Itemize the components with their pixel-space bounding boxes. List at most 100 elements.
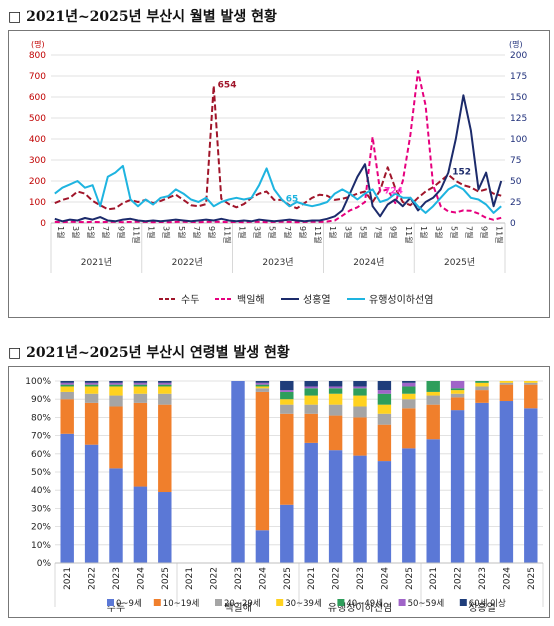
bar-segment — [377, 393, 392, 405]
bar-segment — [109, 386, 123, 396]
bar-segment — [304, 404, 318, 414]
bar-segment — [280, 390, 294, 392]
bar-segment — [499, 381, 514, 383]
y-tick: 70% — [31, 432, 51, 442]
x-tick-month: 11월 — [222, 226, 232, 244]
x-tick-year: 2024 — [502, 567, 512, 590]
bar-segment — [60, 391, 74, 400]
bar-segment — [450, 381, 465, 389]
bar-segment — [450, 393, 465, 398]
monthly-line-chart: 0 100 200 300 400 500 600 700 800 0 25 50 75 100 125 15… — [29, 39, 528, 306]
bar-segment — [255, 382, 270, 385]
bar-segment — [231, 381, 245, 563]
bar-segment — [133, 381, 148, 383]
x-tick-month: 1월 — [419, 226, 429, 238]
bar-segment — [255, 388, 270, 392]
x-tick-month: 7월 — [283, 226, 293, 238]
legend-label: 수두 — [181, 294, 199, 306]
x-tick-month: 11월 — [131, 226, 141, 244]
bar-segment — [475, 381, 489, 383]
bar-segment — [353, 386, 367, 389]
x-tick-year: 2023 — [234, 567, 244, 590]
bar-segment — [84, 382, 99, 385]
x-tick-month: 3월 — [253, 226, 263, 238]
bar-segment — [353, 388, 367, 396]
bar-segment — [328, 388, 343, 394]
bar-segment — [158, 384, 172, 387]
bar-segment — [450, 410, 465, 563]
bar-segment — [426, 439, 440, 563]
x-tick-month: 1월 — [328, 226, 338, 238]
bar-segment — [450, 397, 465, 411]
x-tick-year: 2023 — [478, 567, 488, 590]
bar-segment — [377, 390, 392, 394]
bar-segment — [158, 492, 172, 563]
bar-segment — [402, 448, 416, 563]
legend-label: 30~39세 — [285, 599, 322, 609]
section-1-title: □ 2021년~2025년 부산시 월별 발생 현황 — [8, 9, 277, 25]
bar-segment — [158, 382, 172, 385]
bar-segment — [304, 388, 318, 396]
x-tick-year: 2023 — [356, 567, 366, 590]
y-tick-right: 25 — [510, 198, 521, 208]
bar-segment — [133, 393, 148, 403]
x-tick-year: 2024 — [136, 567, 146, 590]
legend-swatch — [153, 599, 161, 606]
x-tick-month: 1월 — [237, 226, 247, 238]
x-tick-year: 2023년 — [262, 257, 293, 268]
bar-segment — [475, 386, 489, 391]
x-tick-year: 2024 — [258, 567, 268, 590]
x-tick-month: 11월 — [404, 226, 414, 244]
x-tick-year: 2025년 — [444, 257, 475, 268]
x-tick-month: 9월 — [298, 226, 308, 238]
bar-segment — [475, 390, 489, 403]
bar-segment — [524, 384, 538, 409]
x-tick-year: 2025 — [527, 567, 537, 590]
x-tick-year: 2021년 — [81, 257, 112, 268]
legend-label: 성홍열 — [303, 293, 331, 306]
x-tick-month: 9월 — [389, 226, 399, 238]
bar-segment — [133, 386, 148, 394]
bar-segment — [84, 402, 99, 445]
x-tick-month: 7월 — [101, 226, 111, 238]
bar-segment — [426, 404, 440, 440]
y-tick-left: 500 — [29, 114, 46, 124]
bar-segment — [524, 408, 538, 563]
y-tick-right: 0 — [510, 219, 516, 229]
bar-segment — [353, 395, 367, 407]
x-tick-month: 3월 — [434, 226, 444, 238]
y-tick: 60% — [31, 450, 51, 460]
monthly-chart-panel: 0 100 200 300 400 500 600 700 800 0 25 50 75 100 125 15… — [8, 30, 550, 318]
bar-segment — [377, 461, 392, 563]
x-tick-year: 2025 — [283, 567, 293, 590]
data-label: 654 — [218, 81, 237, 91]
x-group-label: 성홍열 — [468, 601, 496, 614]
x-tick-month: 3월 — [343, 226, 353, 238]
x-tick-year: 2022년 — [172, 257, 203, 268]
legend-label: 10~19세 — [163, 599, 200, 609]
bar-segment — [450, 388, 465, 391]
bar-segment — [524, 382, 538, 385]
legend-swatch — [276, 599, 284, 606]
bar-segment — [109, 382, 123, 385]
y-tick: 40% — [31, 486, 51, 496]
bar-segment — [499, 401, 514, 563]
legend-swatch — [107, 599, 114, 606]
y-tick: 80% — [31, 413, 51, 423]
bar-segment — [109, 468, 123, 563]
bar-segment — [60, 384, 74, 387]
y-tick: 50% — [31, 468, 51, 478]
y-tick-right: 200 — [510, 51, 527, 61]
bar-segment — [524, 381, 538, 383]
bar-segment — [353, 381, 367, 387]
bar-segment — [109, 381, 123, 383]
data-label: 65 — [286, 194, 299, 204]
bar-segment — [60, 381, 74, 383]
bar-segment — [377, 413, 392, 425]
bar-segment — [158, 381, 172, 383]
legend-swatch — [398, 599, 406, 606]
bar-segment — [377, 424, 392, 462]
bar-segment — [450, 390, 465, 394]
y-tick: 100% — [25, 377, 51, 387]
y-tick: 90% — [31, 395, 51, 405]
